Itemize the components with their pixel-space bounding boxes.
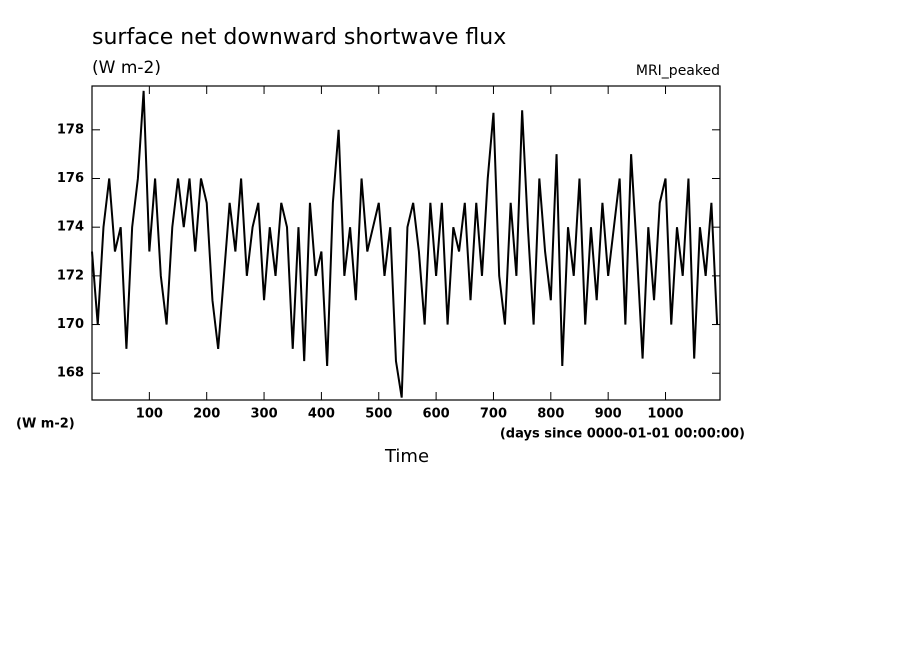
x-units-label: (days since 0000-01-01 00:00:00)	[500, 427, 745, 442]
y-tick-label: 172	[57, 268, 84, 283]
x-tick-label: 200	[193, 407, 220, 422]
x-tick-label: 100	[136, 407, 163, 422]
y-tick-label: 168	[57, 366, 84, 381]
y-tick-label: 178	[57, 122, 84, 137]
x-tick-label: 700	[480, 407, 507, 422]
y-tick-label: 170	[57, 317, 84, 332]
data-line	[91, 90, 719, 398]
x-axis-label: Time	[384, 446, 429, 467]
x-tick-label: 300	[250, 407, 277, 422]
chart-title: surface net downward shortwave flux	[92, 25, 506, 50]
x-tick-label: 400	[308, 407, 335, 422]
plot-frame	[91, 85, 721, 401]
y-tick-label: 176	[57, 171, 84, 186]
annotation: MRI_peaked	[636, 63, 720, 79]
x-tick-label: 600	[423, 407, 450, 422]
y-axis-label: (W m-2)	[16, 417, 75, 432]
x-tick-label: 800	[537, 407, 564, 422]
x-tick-label: 900	[595, 407, 622, 422]
y-tick-label: 174	[57, 220, 84, 235]
x-tick-label: 500	[365, 407, 392, 422]
x-tick-label: 1000	[647, 407, 683, 422]
chart-subtitle: (W m-2)	[92, 58, 161, 78]
